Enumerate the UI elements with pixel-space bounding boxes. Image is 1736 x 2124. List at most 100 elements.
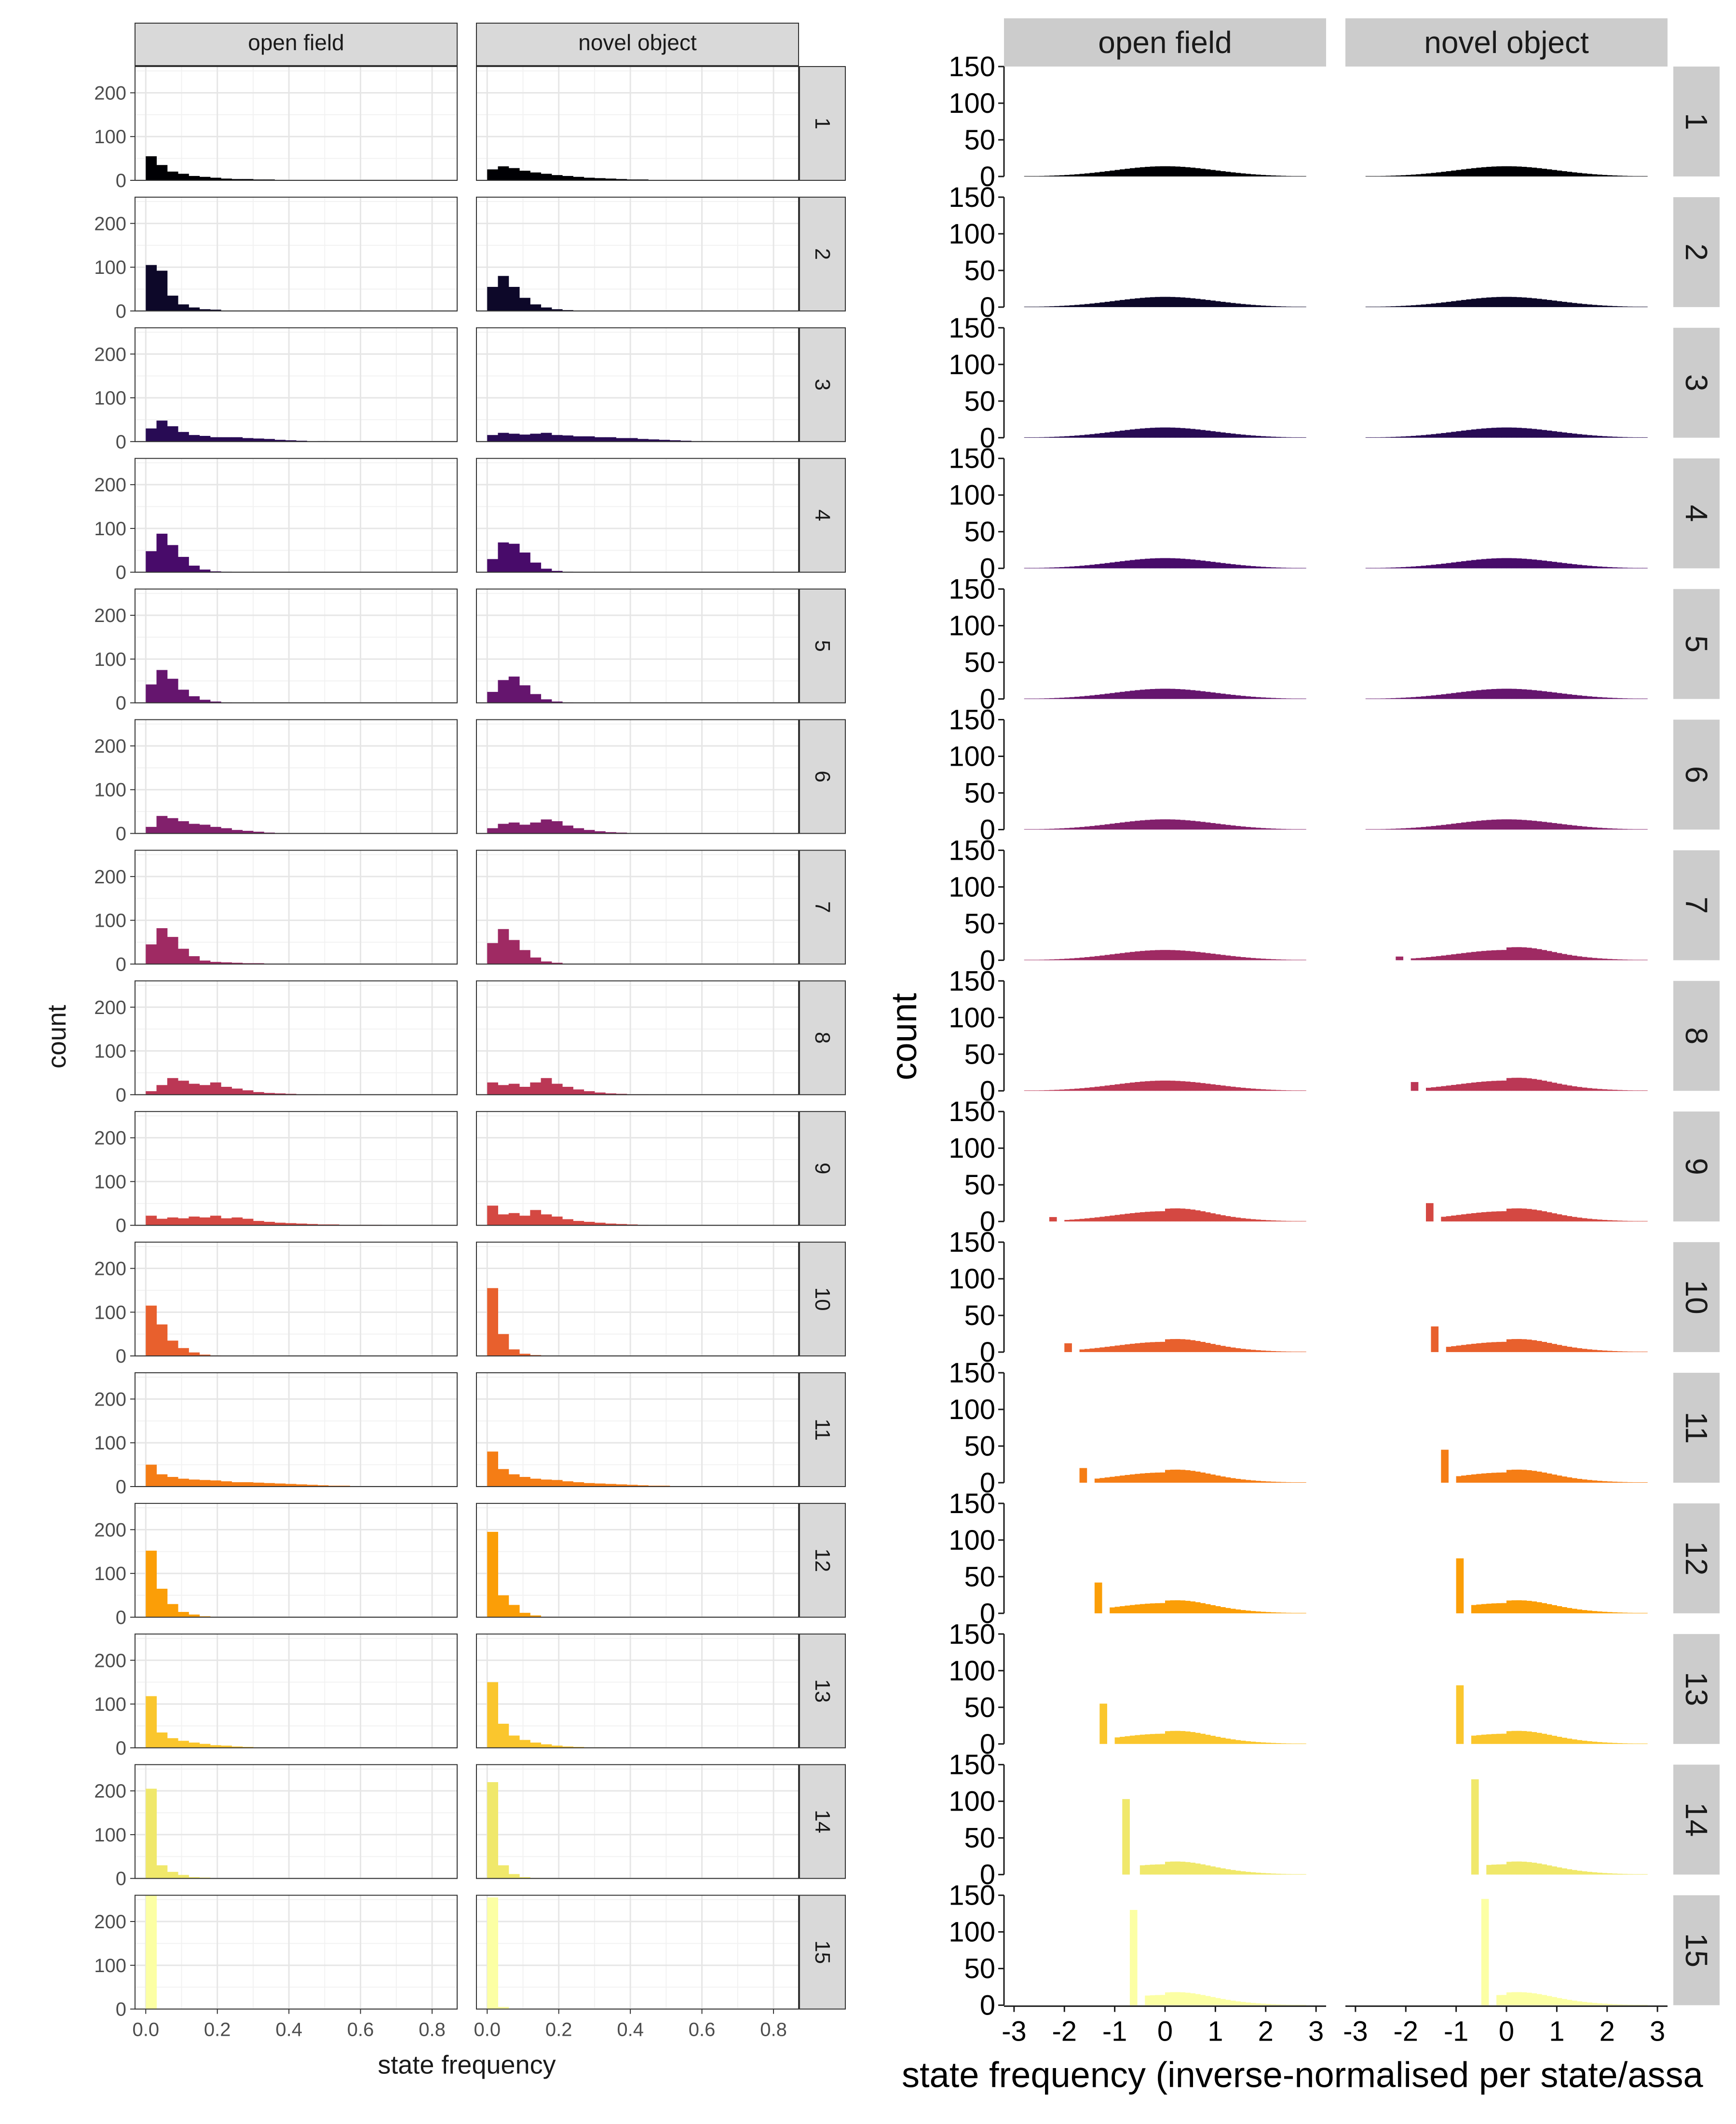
left-panel-7-0: [135, 850, 458, 965]
histogram-bar: [1139, 951, 1145, 961]
histogram-bar: [1261, 436, 1266, 438]
histogram-bar: [508, 1213, 520, 1226]
panel-bg: [476, 1634, 799, 1748]
histogram-bar: [1572, 433, 1577, 438]
histogram-bar: [1265, 1220, 1271, 1222]
histogram-bar: [1501, 1341, 1507, 1353]
histogram-bar: [1390, 306, 1396, 307]
histogram-bar: [1491, 1211, 1497, 1222]
histogram-bar: [1617, 2004, 1623, 2005]
left-ytick-label: 100: [94, 910, 126, 932]
right-panel-15-0: [1129, 1910, 1306, 2005]
left-row-strip: [799, 719, 846, 834]
histogram-bar: [189, 566, 200, 572]
histogram-bar: [487, 1782, 499, 1879]
histogram-bar: [1079, 435, 1085, 438]
histogram-bar: [1094, 825, 1100, 830]
histogram-bar: [1582, 1349, 1587, 1353]
histogram-bar: [1597, 1350, 1602, 1353]
histogram-bar: [1511, 1469, 1517, 1483]
right-ytick-label: 0: [980, 814, 995, 846]
histogram-bar: [1059, 1089, 1065, 1091]
histogram-bar: [487, 1682, 499, 1748]
histogram-bar: [1265, 567, 1271, 568]
histogram-bar: [1526, 559, 1532, 568]
histogram-bar: [1501, 1472, 1507, 1483]
histogram-bar: [1165, 1339, 1170, 1353]
right-ytick-label: 150: [949, 965, 995, 997]
histogram-bar: [1551, 692, 1557, 699]
histogram-bar: [1370, 437, 1376, 438]
right-panel-14-0: [1122, 1799, 1306, 1875]
histogram-bar: [1587, 566, 1592, 568]
histogram-bar: [1230, 1870, 1236, 1875]
histogram-bar: [1165, 297, 1170, 307]
histogram-bar: [1536, 1471, 1542, 1483]
histogram-bar: [1261, 1611, 1266, 1613]
histogram-bar: [616, 179, 627, 180]
right-ytick-label: 150: [949, 1749, 995, 1781]
right-row-strip: [1673, 1111, 1720, 1222]
histogram-bar: [616, 1484, 627, 1487]
histogram-bar: [1587, 827, 1592, 830]
histogram-bar: [199, 1217, 211, 1226]
histogram-bar: [231, 437, 243, 442]
histogram-bar: [1461, 1345, 1466, 1353]
histogram-bar: [1275, 1482, 1281, 1483]
histogram-bar: [1114, 1084, 1120, 1091]
left-xtick-label: 0.4: [275, 2019, 302, 2041]
histogram-bar: [583, 1483, 595, 1487]
right-row-strip-label: 1: [1679, 113, 1714, 130]
histogram-bar: [1150, 950, 1155, 961]
histogram-bar: [1099, 433, 1105, 438]
histogram-bar: [1582, 173, 1587, 176]
left-ytick-label: 200: [94, 213, 126, 234]
histogram-bar: [1190, 1471, 1196, 1483]
histogram-bar: [1582, 2002, 1587, 2005]
histogram-bar: [1246, 435, 1251, 438]
histogram-bar: [1155, 297, 1161, 307]
histogram-bar: [1516, 1600, 1522, 1613]
histogram-bar: [1582, 1479, 1587, 1483]
histogram-bar: [1496, 1603, 1502, 1613]
right-xtick-label: -2: [1052, 2016, 1077, 2047]
right-panel-5-0: [1024, 689, 1306, 699]
histogram-bar: [487, 435, 499, 442]
histogram-bar: [1551, 1344, 1557, 1353]
histogram-bar: [1074, 566, 1080, 568]
left-row-strip-label: 1: [811, 118, 834, 129]
histogram-bar: [1526, 1600, 1532, 1613]
histogram-bar: [1597, 1611, 1602, 1613]
left-ytick-label: 0: [116, 432, 126, 453]
histogram-bar: [1496, 427, 1502, 438]
histogram-bar: [1561, 563, 1567, 568]
histogram-bar: [1496, 1081, 1502, 1091]
histogram-bar: [1542, 1733, 1547, 1744]
histogram-bar: [1521, 1861, 1527, 1875]
histogram-bar: [1215, 432, 1221, 438]
histogram-bar: [1607, 828, 1613, 830]
histogram-bar: [1165, 427, 1170, 438]
histogram-bar: [1577, 303, 1583, 307]
histogram-bar: [1215, 562, 1221, 568]
histogram-spike-bar: [1099, 1704, 1107, 1744]
right-xtick-label: 2: [1600, 2016, 1615, 2047]
left-row-strip-label: 5: [811, 640, 834, 651]
left-panel-12-1: [476, 1502, 799, 1618]
histogram-bar: [1079, 1088, 1085, 1091]
histogram-bar: [1079, 304, 1085, 307]
right-row-strip-label: 4: [1679, 505, 1714, 522]
histogram-bar: [1180, 1992, 1186, 2005]
histogram-bar: [530, 1082, 542, 1095]
right-ytick-label: 150: [949, 1096, 995, 1127]
histogram-bar: [605, 832, 616, 834]
histogram-bar: [1390, 437, 1396, 438]
right-row-strip: [1673, 1503, 1720, 1613]
histogram-bar: [1521, 1600, 1527, 1613]
histogram-bar: [1642, 1482, 1648, 1483]
histogram-bar: [1129, 1213, 1135, 1222]
histogram-bar: [1461, 1083, 1466, 1091]
histogram-bar: [1155, 1342, 1161, 1353]
histogram-bar: [1210, 1735, 1216, 1744]
histogram-bar: [1261, 175, 1266, 176]
